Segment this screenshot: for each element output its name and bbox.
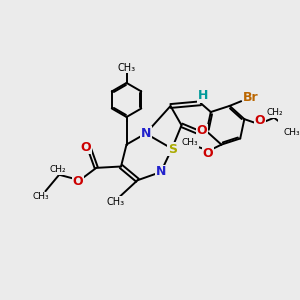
- Text: CH₃: CH₃: [32, 192, 49, 201]
- Text: N: N: [141, 127, 151, 140]
- Text: N: N: [156, 166, 166, 178]
- Text: H: H: [198, 89, 208, 102]
- Text: O: O: [72, 175, 83, 188]
- Text: Br: Br: [243, 91, 259, 104]
- Text: CH₂: CH₂: [50, 165, 66, 174]
- Text: O: O: [202, 148, 213, 160]
- Text: O: O: [254, 114, 265, 127]
- Text: S: S: [168, 143, 177, 156]
- Text: CH₃: CH₃: [118, 62, 136, 73]
- Text: CH₃: CH₃: [284, 128, 300, 137]
- Text: CH₃: CH₃: [182, 138, 198, 147]
- Text: CH₂: CH₂: [266, 108, 283, 117]
- Text: CH₃: CH₃: [106, 197, 124, 207]
- Text: O: O: [81, 141, 92, 154]
- Text: O: O: [197, 124, 208, 137]
